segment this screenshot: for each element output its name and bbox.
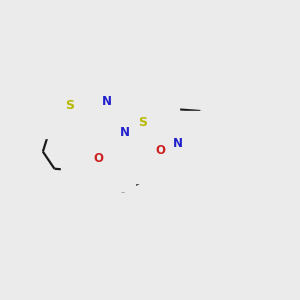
Text: N: N [102, 95, 112, 109]
Text: N: N [173, 137, 183, 150]
Bar [88, 100, 162, 165]
Bar [70, 70, 144, 134]
Text: S: S [65, 99, 74, 112]
Text: O: O [93, 152, 103, 165]
Text: O: O [155, 144, 165, 157]
Text: N: N [120, 127, 130, 140]
Bar [32, 74, 106, 138]
Bar [123, 118, 197, 183]
Bar [141, 111, 215, 176]
Bar [106, 90, 179, 155]
Bar [61, 126, 135, 191]
Text: S: S [138, 116, 147, 129]
